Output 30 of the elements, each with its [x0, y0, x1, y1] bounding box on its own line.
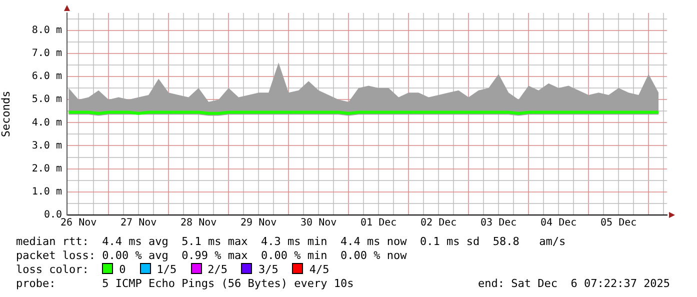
legend-label: 2/5: [206, 263, 228, 276]
legend-label: 0: [118, 263, 126, 276]
x-tick-label: 28 Nov: [180, 218, 217, 229]
y-axis-title: Seconds: [0, 90, 12, 138]
x-tick-label: 30 Nov: [300, 218, 337, 229]
x-tick-label: 04 Dec: [540, 218, 577, 229]
legend-label: 4/5: [308, 263, 330, 276]
legend-label: 1/5: [156, 263, 177, 276]
y-tick-label: 7.0 m: [32, 48, 62, 59]
legend-label: 3/5: [257, 263, 278, 276]
legend-title: loss color:: [16, 263, 90, 276]
y-tick-label: 6.0 m: [32, 71, 62, 82]
y-tick-label: 3.0 m: [32, 140, 62, 152]
text: median rtt: 4.4 ms avg 5.1 ms max 4.3 ms min 4.4 ms now 0.1 ms sd 58.8 am/s: [16, 235, 566, 248]
x-tick-label: 26 Nov: [60, 218, 97, 229]
x-tick-label: 02 Dec: [420, 218, 457, 229]
y-tick-label: 4.0 m: [32, 117, 62, 128]
text: end: Sat Dec 6 07:22:37 2025: [478, 277, 670, 290]
text: packet loss: 0.00 % avg 0.99 % max 0.00 % min 0.00 % now: [16, 249, 407, 262]
y-tick-label: 5.0 m: [32, 94, 62, 106]
y-tick-label: 0.0: [44, 210, 62, 221]
y-tick-label: 2.0 m: [32, 163, 62, 174]
x-tick-label: 01 Dec: [360, 218, 397, 229]
text: probe: 5 ICMP Echo Pings (56 Bytes) every 10s: [16, 277, 354, 290]
x-tick-label: 05 Dec: [600, 218, 637, 229]
x-tick-label: 27 Nov: [120, 218, 157, 229]
x-tick-label: 03 Dec: [480, 218, 517, 229]
x-tick-label: 29 Nov: [240, 218, 277, 229]
y-tick-label: 8.0 m: [32, 24, 62, 36]
y-tick-label: 1.0 m: [32, 186, 62, 198]
